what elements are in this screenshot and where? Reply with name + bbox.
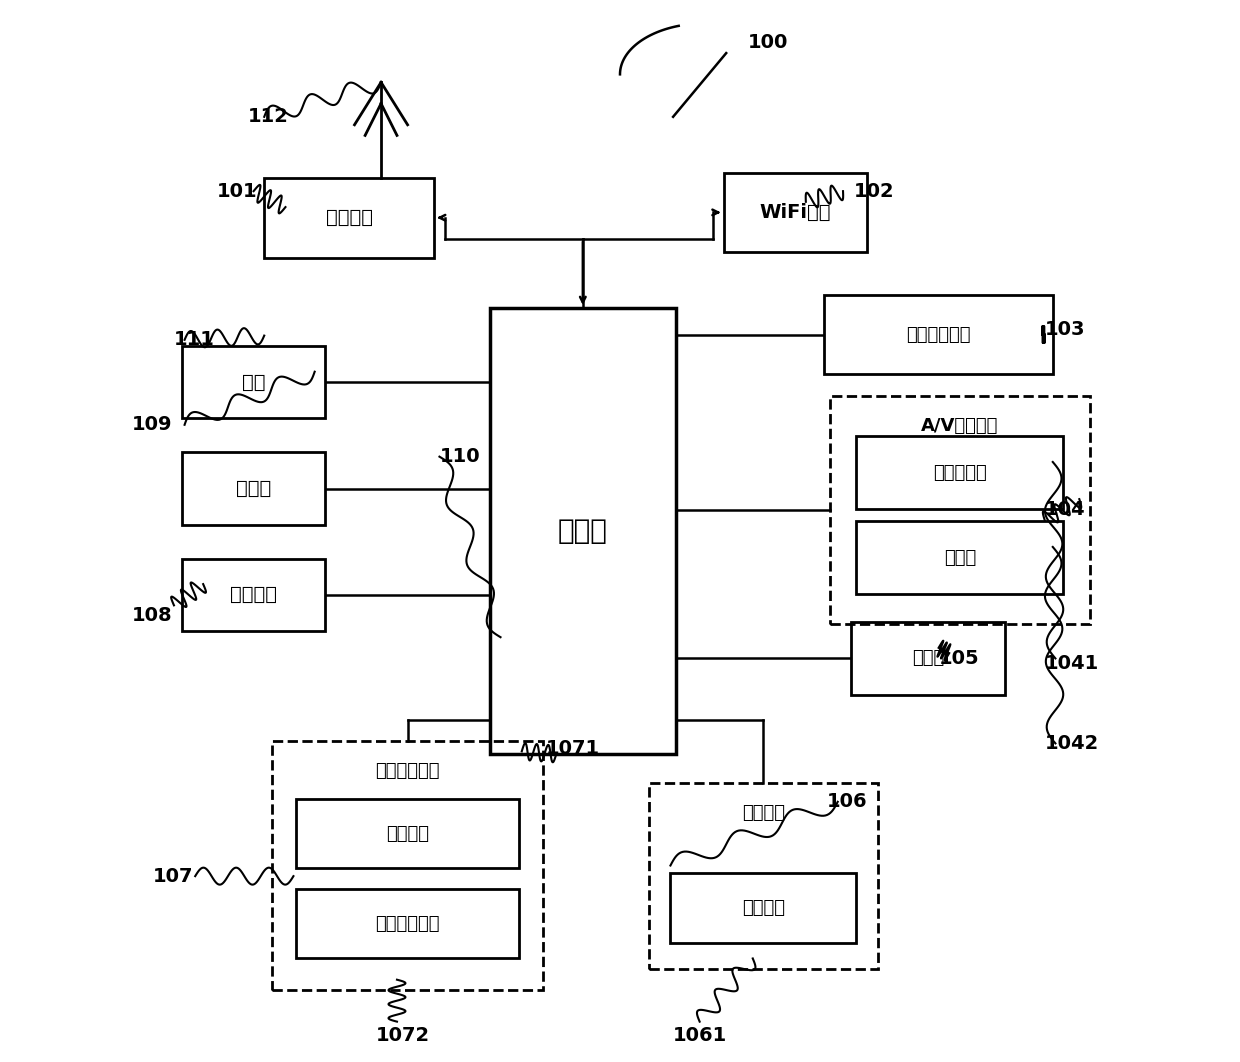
Text: 112: 112: [248, 107, 289, 126]
Text: 1042: 1042: [1045, 734, 1099, 753]
Text: 106: 106: [827, 792, 868, 811]
Text: 传感器: 传感器: [911, 650, 944, 667]
Text: 图形处理器: 图形处理器: [932, 464, 987, 481]
Text: 显示面板: 显示面板: [742, 900, 785, 917]
Text: 接口单元: 接口单元: [231, 585, 277, 604]
Text: 射频单元: 射频单元: [326, 208, 373, 227]
FancyBboxPatch shape: [851, 622, 1004, 695]
FancyBboxPatch shape: [182, 559, 325, 631]
Text: 音频输出单元: 音频输出单元: [906, 326, 971, 343]
Text: 102: 102: [853, 182, 894, 201]
Text: 其他输入设备: 其他输入设备: [376, 915, 440, 932]
Text: A/V输入单元: A/V输入单元: [921, 416, 998, 434]
FancyBboxPatch shape: [182, 346, 325, 418]
Text: 105: 105: [939, 649, 980, 668]
Text: 103: 103: [1045, 320, 1085, 339]
Text: 处理器: 处理器: [558, 517, 608, 545]
FancyBboxPatch shape: [724, 172, 867, 252]
FancyBboxPatch shape: [490, 308, 676, 754]
Text: 100: 100: [748, 33, 787, 52]
Text: 存储器: 存储器: [236, 479, 272, 498]
FancyBboxPatch shape: [857, 436, 1064, 509]
Text: 110: 110: [439, 447, 480, 466]
FancyBboxPatch shape: [182, 452, 325, 525]
Text: 1041: 1041: [1045, 654, 1099, 673]
FancyBboxPatch shape: [264, 177, 434, 258]
Text: 用户输入单元: 用户输入单元: [376, 763, 440, 780]
FancyBboxPatch shape: [857, 521, 1064, 594]
FancyBboxPatch shape: [671, 873, 857, 943]
Text: 111: 111: [174, 330, 215, 349]
Text: WiFi模块: WiFi模块: [759, 203, 831, 222]
FancyBboxPatch shape: [296, 890, 520, 958]
Text: 101: 101: [217, 182, 257, 201]
Text: 电源: 电源: [242, 373, 265, 392]
Text: 104: 104: [1045, 500, 1085, 519]
Text: 108: 108: [131, 606, 172, 626]
Text: 1072: 1072: [376, 1026, 430, 1045]
FancyBboxPatch shape: [296, 800, 520, 869]
Text: 显示单元: 显示单元: [742, 805, 785, 822]
Text: 1061: 1061: [673, 1026, 728, 1045]
Text: 109: 109: [131, 415, 172, 434]
Text: 107: 107: [153, 867, 193, 886]
Text: 触控面板: 触控面板: [386, 825, 429, 842]
Text: 麦克风: 麦克风: [944, 549, 976, 566]
Text: 1071: 1071: [546, 739, 600, 758]
FancyBboxPatch shape: [825, 294, 1053, 374]
